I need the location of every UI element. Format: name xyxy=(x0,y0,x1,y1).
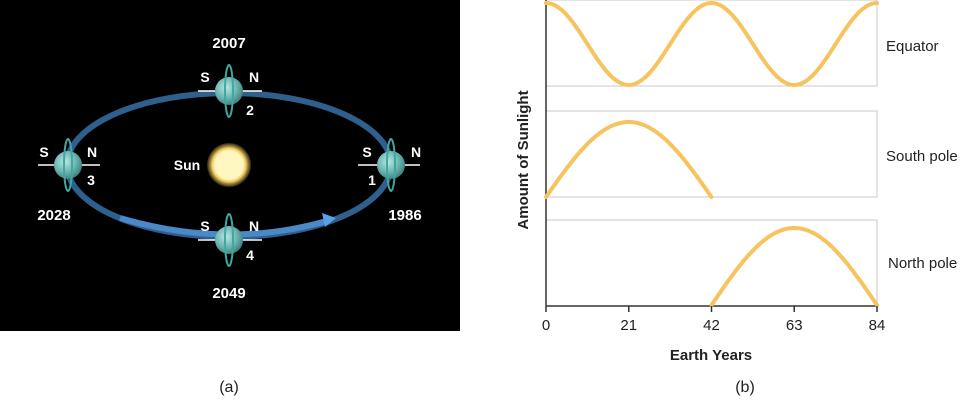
equator-panel-frame xyxy=(545,0,878,87)
planet-2-number: 2 xyxy=(246,102,254,118)
equator-label: Equator xyxy=(886,38,939,55)
panel-a: Sun S N 1 1986 S N 2 2007 S N xyxy=(0,0,460,396)
x-tick-labels: 0 21 42 63 84 xyxy=(542,306,886,334)
panel-a-caption: (a) xyxy=(219,379,239,396)
x-axis-label: Earth Years xyxy=(670,347,752,364)
y-axis-label: Amount of Sunlight xyxy=(515,90,532,229)
planet-2-year: 2007 xyxy=(212,35,245,52)
x-tick-label: 0 xyxy=(542,317,550,334)
north-pole-label: North pole xyxy=(888,255,957,272)
x-tick-label: 84 xyxy=(869,317,886,334)
planet-4-north-label: N xyxy=(249,218,259,234)
planet-1-north-label: N xyxy=(411,144,421,160)
planet-3-year: 2028 xyxy=(37,207,70,224)
planet-1-south-label: S xyxy=(362,144,371,160)
planet-4-year: 2049 xyxy=(212,285,245,302)
planet-2: S N 2 2007 xyxy=(198,35,262,118)
orbit-arrowhead xyxy=(322,213,336,227)
south-pole-label: South pole xyxy=(886,148,958,165)
planet-4-ring xyxy=(224,213,234,267)
north-pole-panel-frame xyxy=(545,219,878,307)
planet-2-ring xyxy=(224,64,234,118)
planet-3: S N 3 2028 xyxy=(37,138,100,224)
sun-label: Sun xyxy=(174,157,200,173)
x-tick-label: 21 xyxy=(620,317,637,334)
south-pole-sunlight-curve xyxy=(544,120,714,199)
planet-2-globe xyxy=(215,77,243,105)
sun-core xyxy=(214,150,244,180)
x-tick-label: 42 xyxy=(703,317,720,334)
planet-1-ring xyxy=(386,138,396,192)
planet-1-year: 1986 xyxy=(388,207,421,224)
planet-1: S N 1 1986 xyxy=(358,138,422,224)
equator-sunlight-curve xyxy=(544,0,879,88)
planet-4: S N 4 2049 xyxy=(198,213,262,302)
planet-3-south-label: S xyxy=(39,144,48,160)
south-pole-panel-frame xyxy=(545,110,878,198)
planet-4-number: 4 xyxy=(246,247,254,263)
planet-2-south-label: S xyxy=(200,69,209,85)
north-pole-sunlight-curve xyxy=(709,226,879,307)
panel-b: Equator South pole North pole Amount of … xyxy=(515,0,958,396)
planet-1-globe xyxy=(377,151,405,179)
planet-4-south-label: S xyxy=(200,218,209,234)
planet-3-globe xyxy=(54,151,82,179)
planet-4-globe xyxy=(215,226,243,254)
planet-3-number: 3 xyxy=(87,172,95,188)
planet-3-north-label: N xyxy=(87,144,97,160)
planet-2-north-label: N xyxy=(249,69,259,85)
planet-3-ring xyxy=(63,138,73,192)
planet-1-number: 1 xyxy=(368,172,376,188)
panel-b-caption: (b) xyxy=(735,379,755,396)
x-tick-label: 63 xyxy=(786,317,803,334)
